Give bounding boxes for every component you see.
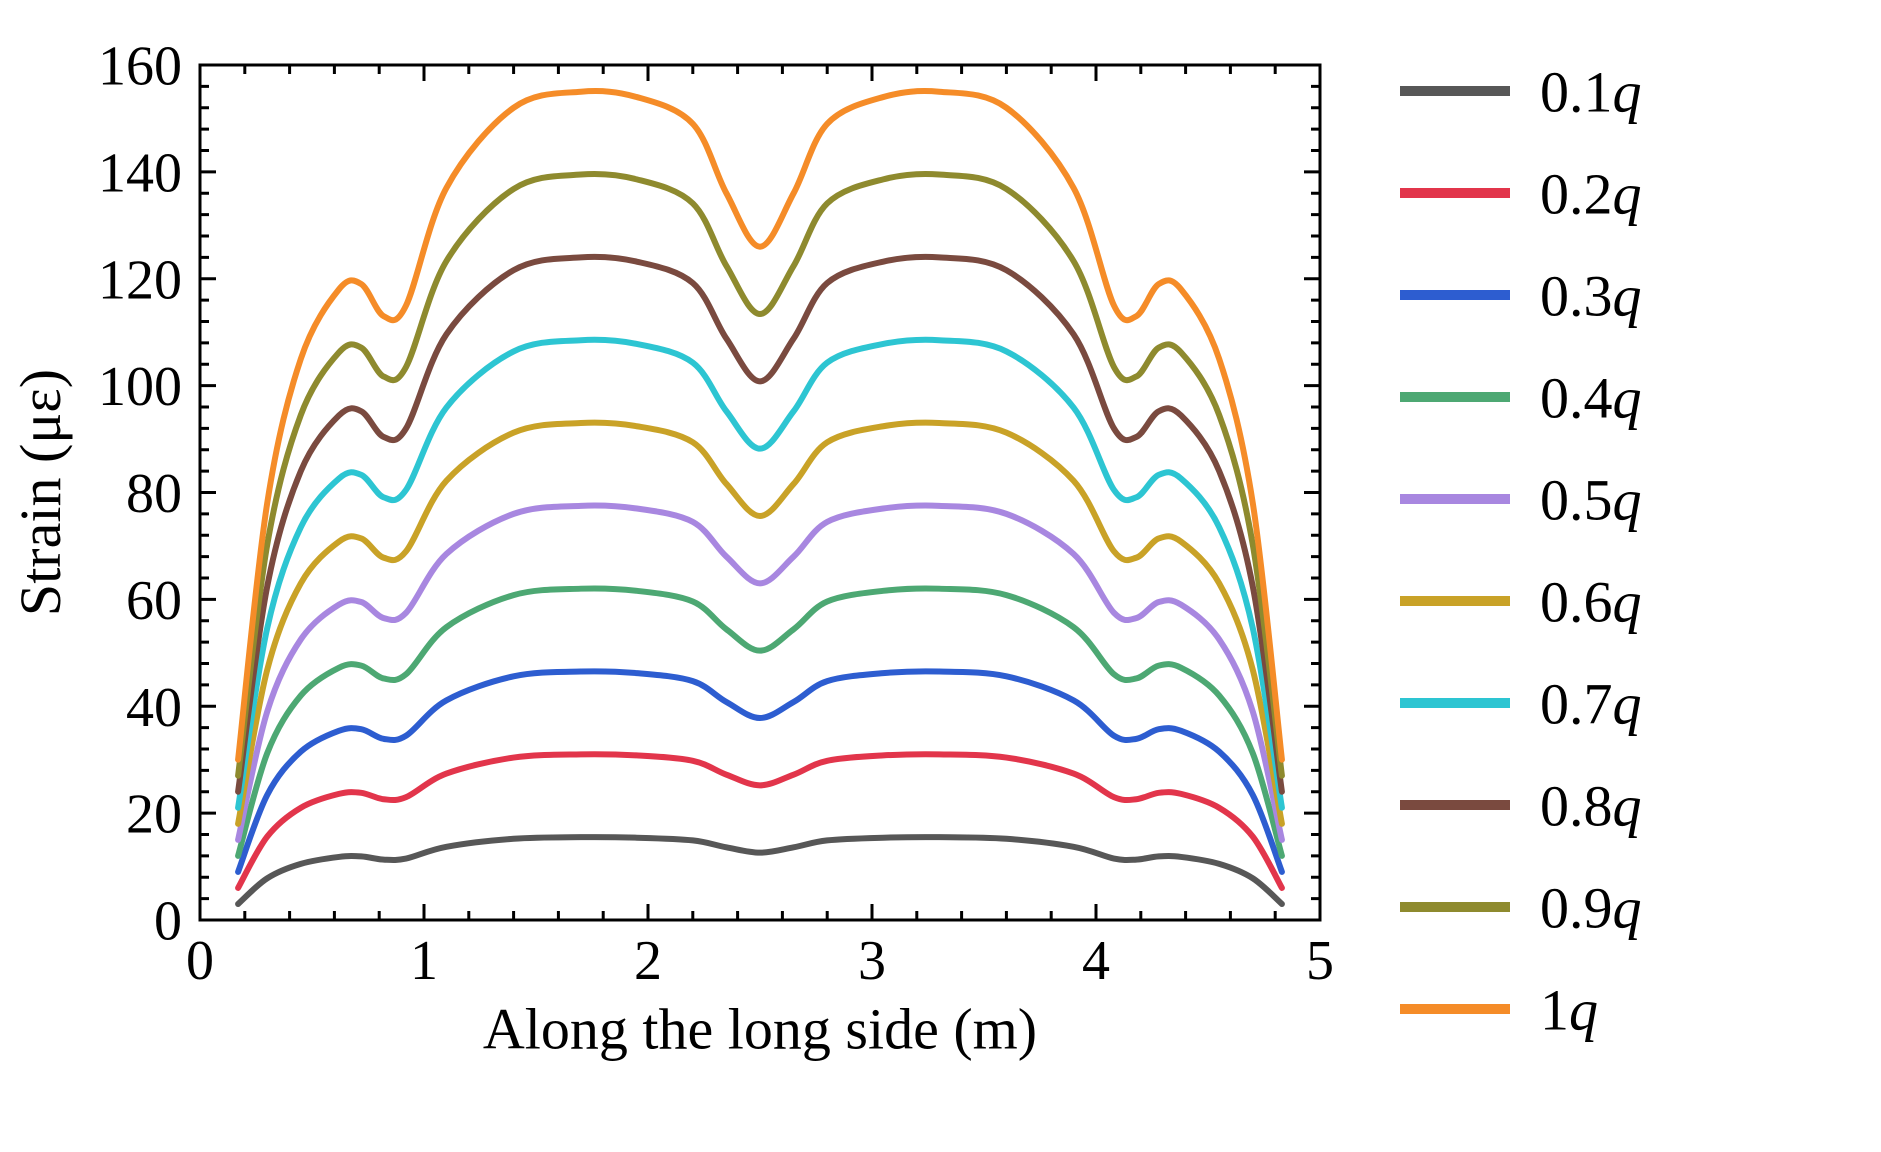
legend-label-suffix: q — [1613, 671, 1642, 736]
legend-label-1: 0.2q — [1540, 161, 1642, 226]
legend-label-5: 0.6q — [1540, 569, 1642, 634]
x-tick-label: 2 — [634, 930, 662, 992]
chart-svg: 012345Along the long side (m)02040608010… — [0, 0, 1881, 1152]
legend-label-suffix: q — [1613, 569, 1642, 634]
x-tick-label: 0 — [186, 930, 214, 992]
legend-label-8: 0.9q — [1540, 875, 1642, 940]
legend-label-prefix: 0.9 — [1540, 875, 1613, 940]
legend-label-4: 0.5q — [1540, 467, 1642, 532]
legend-label-suffix: q — [1613, 161, 1642, 226]
legend-label-0: 0.1q — [1540, 59, 1642, 124]
legend-label-prefix: 0.6 — [1540, 569, 1613, 634]
x-tick-label: 4 — [1082, 930, 1110, 992]
legend-label-prefix: 0.7 — [1540, 671, 1613, 736]
y-tick-label: 0 — [154, 891, 182, 953]
x-tick-label: 3 — [858, 930, 886, 992]
legend-label-prefix: 0.2 — [1540, 161, 1613, 226]
legend-label-prefix: 1 — [1540, 977, 1569, 1042]
y-tick-label: 20 — [126, 784, 182, 846]
legend-label-suffix: q — [1613, 875, 1642, 940]
strain-chart: 012345Along the long side (m)02040608010… — [0, 0, 1881, 1152]
y-tick-label: 140 — [98, 142, 182, 204]
legend-label-suffix: q — [1569, 977, 1598, 1042]
legend-label-suffix: q — [1613, 467, 1642, 532]
legend-label-prefix: 0.1 — [1540, 59, 1613, 124]
legend-label-3: 0.4q — [1540, 365, 1642, 430]
legend-label-2: 0.3q — [1540, 263, 1642, 328]
legend-label-prefix: 0.8 — [1540, 773, 1613, 838]
y-tick-label: 80 — [126, 463, 182, 525]
legend-label-suffix: q — [1613, 365, 1642, 430]
y-tick-label: 120 — [98, 249, 182, 311]
y-tick-label: 40 — [126, 677, 182, 739]
legend-label-suffix: q — [1613, 263, 1642, 328]
y-tick-label: 100 — [98, 356, 182, 418]
legend-label-prefix: 0.5 — [1540, 467, 1613, 532]
y-axis-label: Strain (με) — [8, 369, 73, 616]
legend-label-prefix: 0.3 — [1540, 263, 1613, 328]
legend-label-suffix: q — [1613, 773, 1642, 838]
x-tick-label: 1 — [410, 930, 438, 992]
legend-label-suffix: q — [1613, 59, 1642, 124]
legend-label-6: 0.7q — [1540, 671, 1642, 736]
y-tick-label: 60 — [126, 570, 182, 632]
legend-label-prefix: 0.4 — [1540, 365, 1613, 430]
x-tick-label: 5 — [1306, 930, 1334, 992]
y-tick-label: 160 — [98, 36, 182, 98]
legend-label-9: 1q — [1540, 977, 1598, 1042]
x-axis-label: Along the long side (m) — [483, 996, 1037, 1061]
legend-label-7: 0.8q — [1540, 773, 1642, 838]
